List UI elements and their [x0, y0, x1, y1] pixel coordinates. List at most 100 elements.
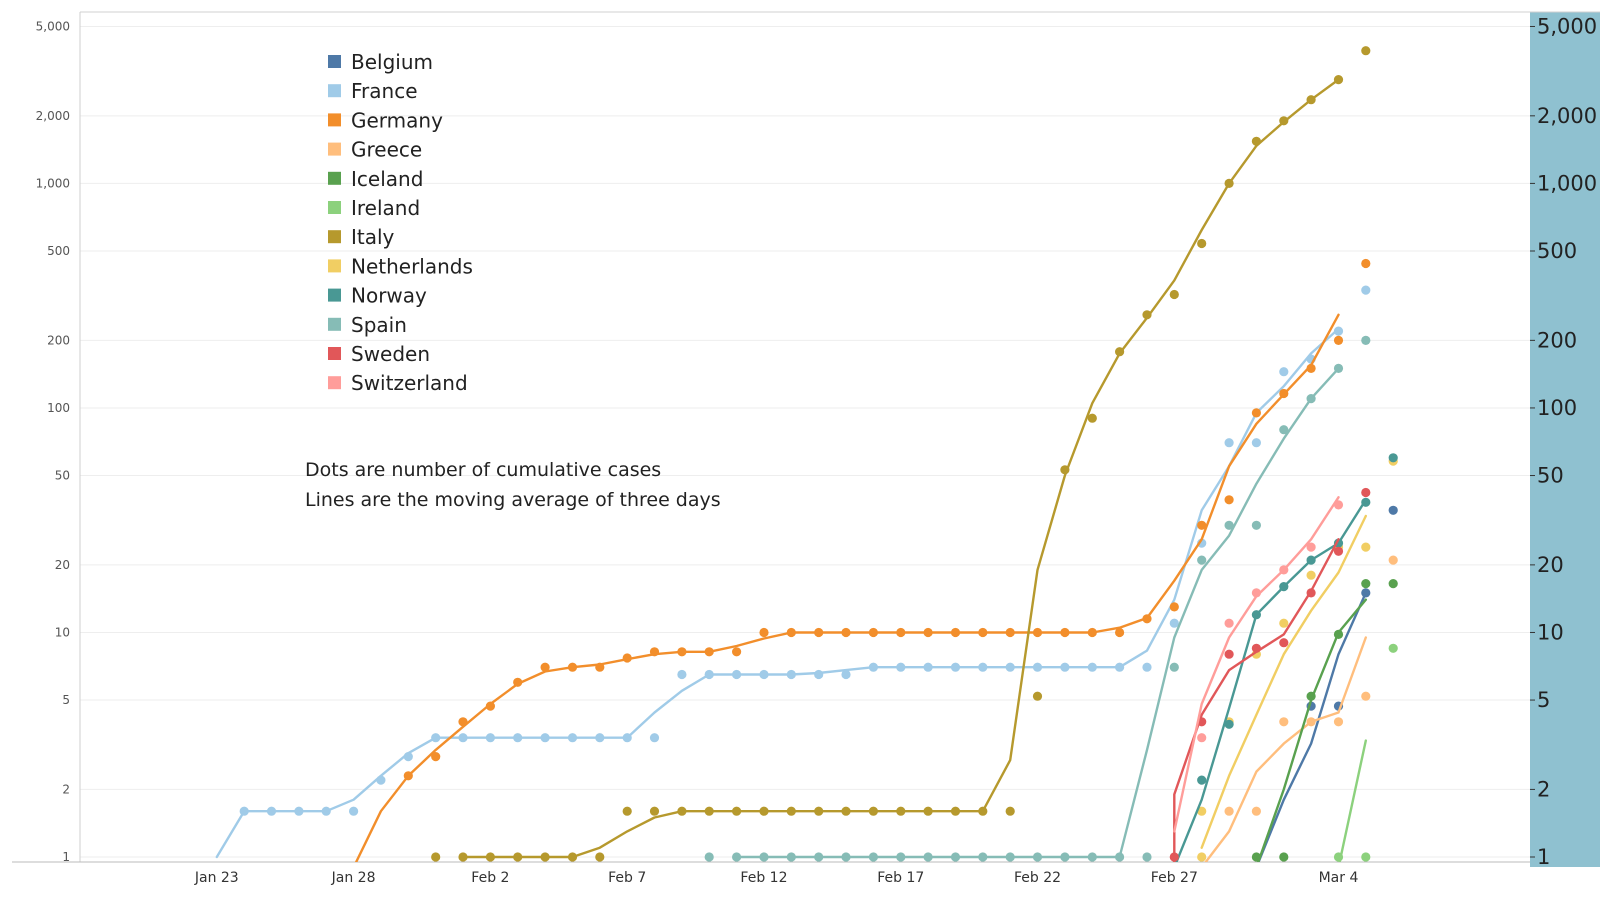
data-point-italy	[540, 852, 550, 862]
y-tick-label-right: 1	[1537, 845, 1550, 869]
legend-swatch	[328, 317, 341, 331]
data-point-france	[513, 733, 523, 743]
legend-label: Ireland	[351, 196, 420, 220]
series-line-spain	[735, 367, 1340, 859]
data-point-spain	[1060, 852, 1070, 862]
data-point-france	[321, 806, 331, 816]
data-point-germany	[814, 627, 824, 638]
data-point-spain	[868, 852, 879, 862]
data-point-spain	[1306, 394, 1316, 404]
legend-item-germany: Germany	[328, 108, 443, 132]
y-tick-label-left: 2,000	[36, 109, 70, 123]
y-tick-label-left: 5	[62, 693, 70, 707]
data-point-france	[540, 733, 550, 743]
data-point-france	[1142, 662, 1152, 672]
legend-swatch	[328, 376, 341, 390]
data-point-italy	[431, 852, 441, 862]
data-point-france	[266, 806, 277, 816]
series-france	[215, 285, 1371, 859]
legend-swatch	[328, 288, 341, 302]
data-point-germany	[759, 627, 769, 638]
data-point-italy	[704, 806, 714, 816]
data-point-italy	[1251, 136, 1261, 146]
data-point-germany	[896, 627, 906, 638]
data-point-germany	[786, 627, 796, 638]
legend-swatch	[328, 142, 341, 156]
y-tick-label-right: 2	[1537, 777, 1550, 801]
data-point-netherlands	[1197, 852, 1207, 862]
data-point-france	[677, 669, 687, 680]
data-point-france	[1361, 285, 1371, 295]
data-point-italy	[786, 806, 796, 816]
y-tick-label-left: 50	[55, 469, 70, 483]
data-point-spain	[923, 852, 933, 862]
data-point-italy	[732, 806, 742, 816]
data-point-france	[485, 733, 495, 743]
x-tick-label: Feb 7	[608, 870, 646, 886]
data-point-germany	[540, 662, 550, 672]
data-point-italy	[814, 806, 824, 816]
legend-label: Iceland	[351, 167, 423, 191]
data-point-norway	[1279, 582, 1289, 592]
data-point-germany	[403, 771, 413, 781]
data-point-germany	[567, 662, 578, 672]
data-point-sweden	[1279, 638, 1289, 648]
series-line-belgium	[1257, 591, 1368, 862]
data-point-greece	[1224, 806, 1234, 816]
legend-item-sweden: Sweden	[328, 342, 430, 366]
data-point-france	[950, 662, 961, 672]
data-point-france	[814, 669, 824, 680]
data-point-greece	[1279, 717, 1289, 727]
x-tick-label: Feb 22	[1014, 870, 1061, 886]
data-point-france	[841, 669, 851, 680]
data-point-france	[1032, 662, 1043, 672]
data-point-germany	[649, 647, 660, 657]
data-point-greece	[1333, 717, 1344, 727]
annotation: Dots are number of cumulative cases Line…	[305, 459, 721, 511]
y-tick-label-right: 50	[1537, 464, 1564, 488]
data-point-italy	[978, 806, 988, 816]
data-point-france	[1115, 662, 1125, 672]
x-tick-label: Mar 4	[1319, 870, 1359, 886]
data-point-netherlands	[1279, 618, 1289, 628]
data-point-france	[239, 806, 249, 816]
y-tick-label-left: 10	[55, 625, 70, 639]
data-point-italy	[567, 852, 578, 862]
data-point-greece	[1388, 555, 1398, 565]
y-tick-label-left: 100	[47, 401, 70, 415]
x-tick-label: Jan 28	[331, 870, 376, 886]
legend-item-france: France	[328, 79, 418, 103]
data-point-germany	[677, 647, 687, 657]
data-point-spain	[786, 852, 796, 862]
series-greece	[1204, 555, 1398, 862]
legend-label: Germany	[351, 108, 443, 132]
annotation-line-1: Dots are number of cumulative cases	[305, 459, 661, 481]
y-tick-label-left: 2	[62, 782, 70, 796]
legend-swatch	[328, 113, 341, 127]
data-point-germany	[513, 677, 523, 687]
data-point-france	[1251, 438, 1261, 448]
data-point-iceland	[1279, 852, 1289, 862]
legend-swatch	[328, 259, 341, 273]
data-point-germany	[458, 717, 468, 727]
series-ireland	[1333, 643, 1398, 862]
data-point-italy	[1197, 238, 1207, 249]
data-point-norway	[1251, 610, 1261, 620]
data-point-ireland	[1388, 643, 1398, 653]
data-point-france	[649, 733, 660, 743]
data-point-italy	[458, 852, 468, 862]
data-point-germany	[704, 647, 714, 657]
data-point-italy	[841, 806, 851, 816]
data-point-france	[595, 733, 605, 743]
legend-item-ireland: Ireland	[328, 196, 420, 220]
legend-item-greece: Greece	[328, 138, 422, 162]
legend: Belgium France Germany Greece Iceland Ireland…	[328, 50, 473, 395]
data-point-italy	[896, 806, 906, 816]
y-tick-label-left: 1,000	[36, 176, 70, 190]
data-point-italy	[1087, 413, 1097, 423]
data-point-italy	[1032, 691, 1043, 701]
data-point-germany	[1142, 614, 1152, 624]
x-tick-label: Feb 12	[740, 870, 787, 886]
data-point-germany	[923, 627, 933, 638]
data-point-germany	[1251, 408, 1261, 418]
